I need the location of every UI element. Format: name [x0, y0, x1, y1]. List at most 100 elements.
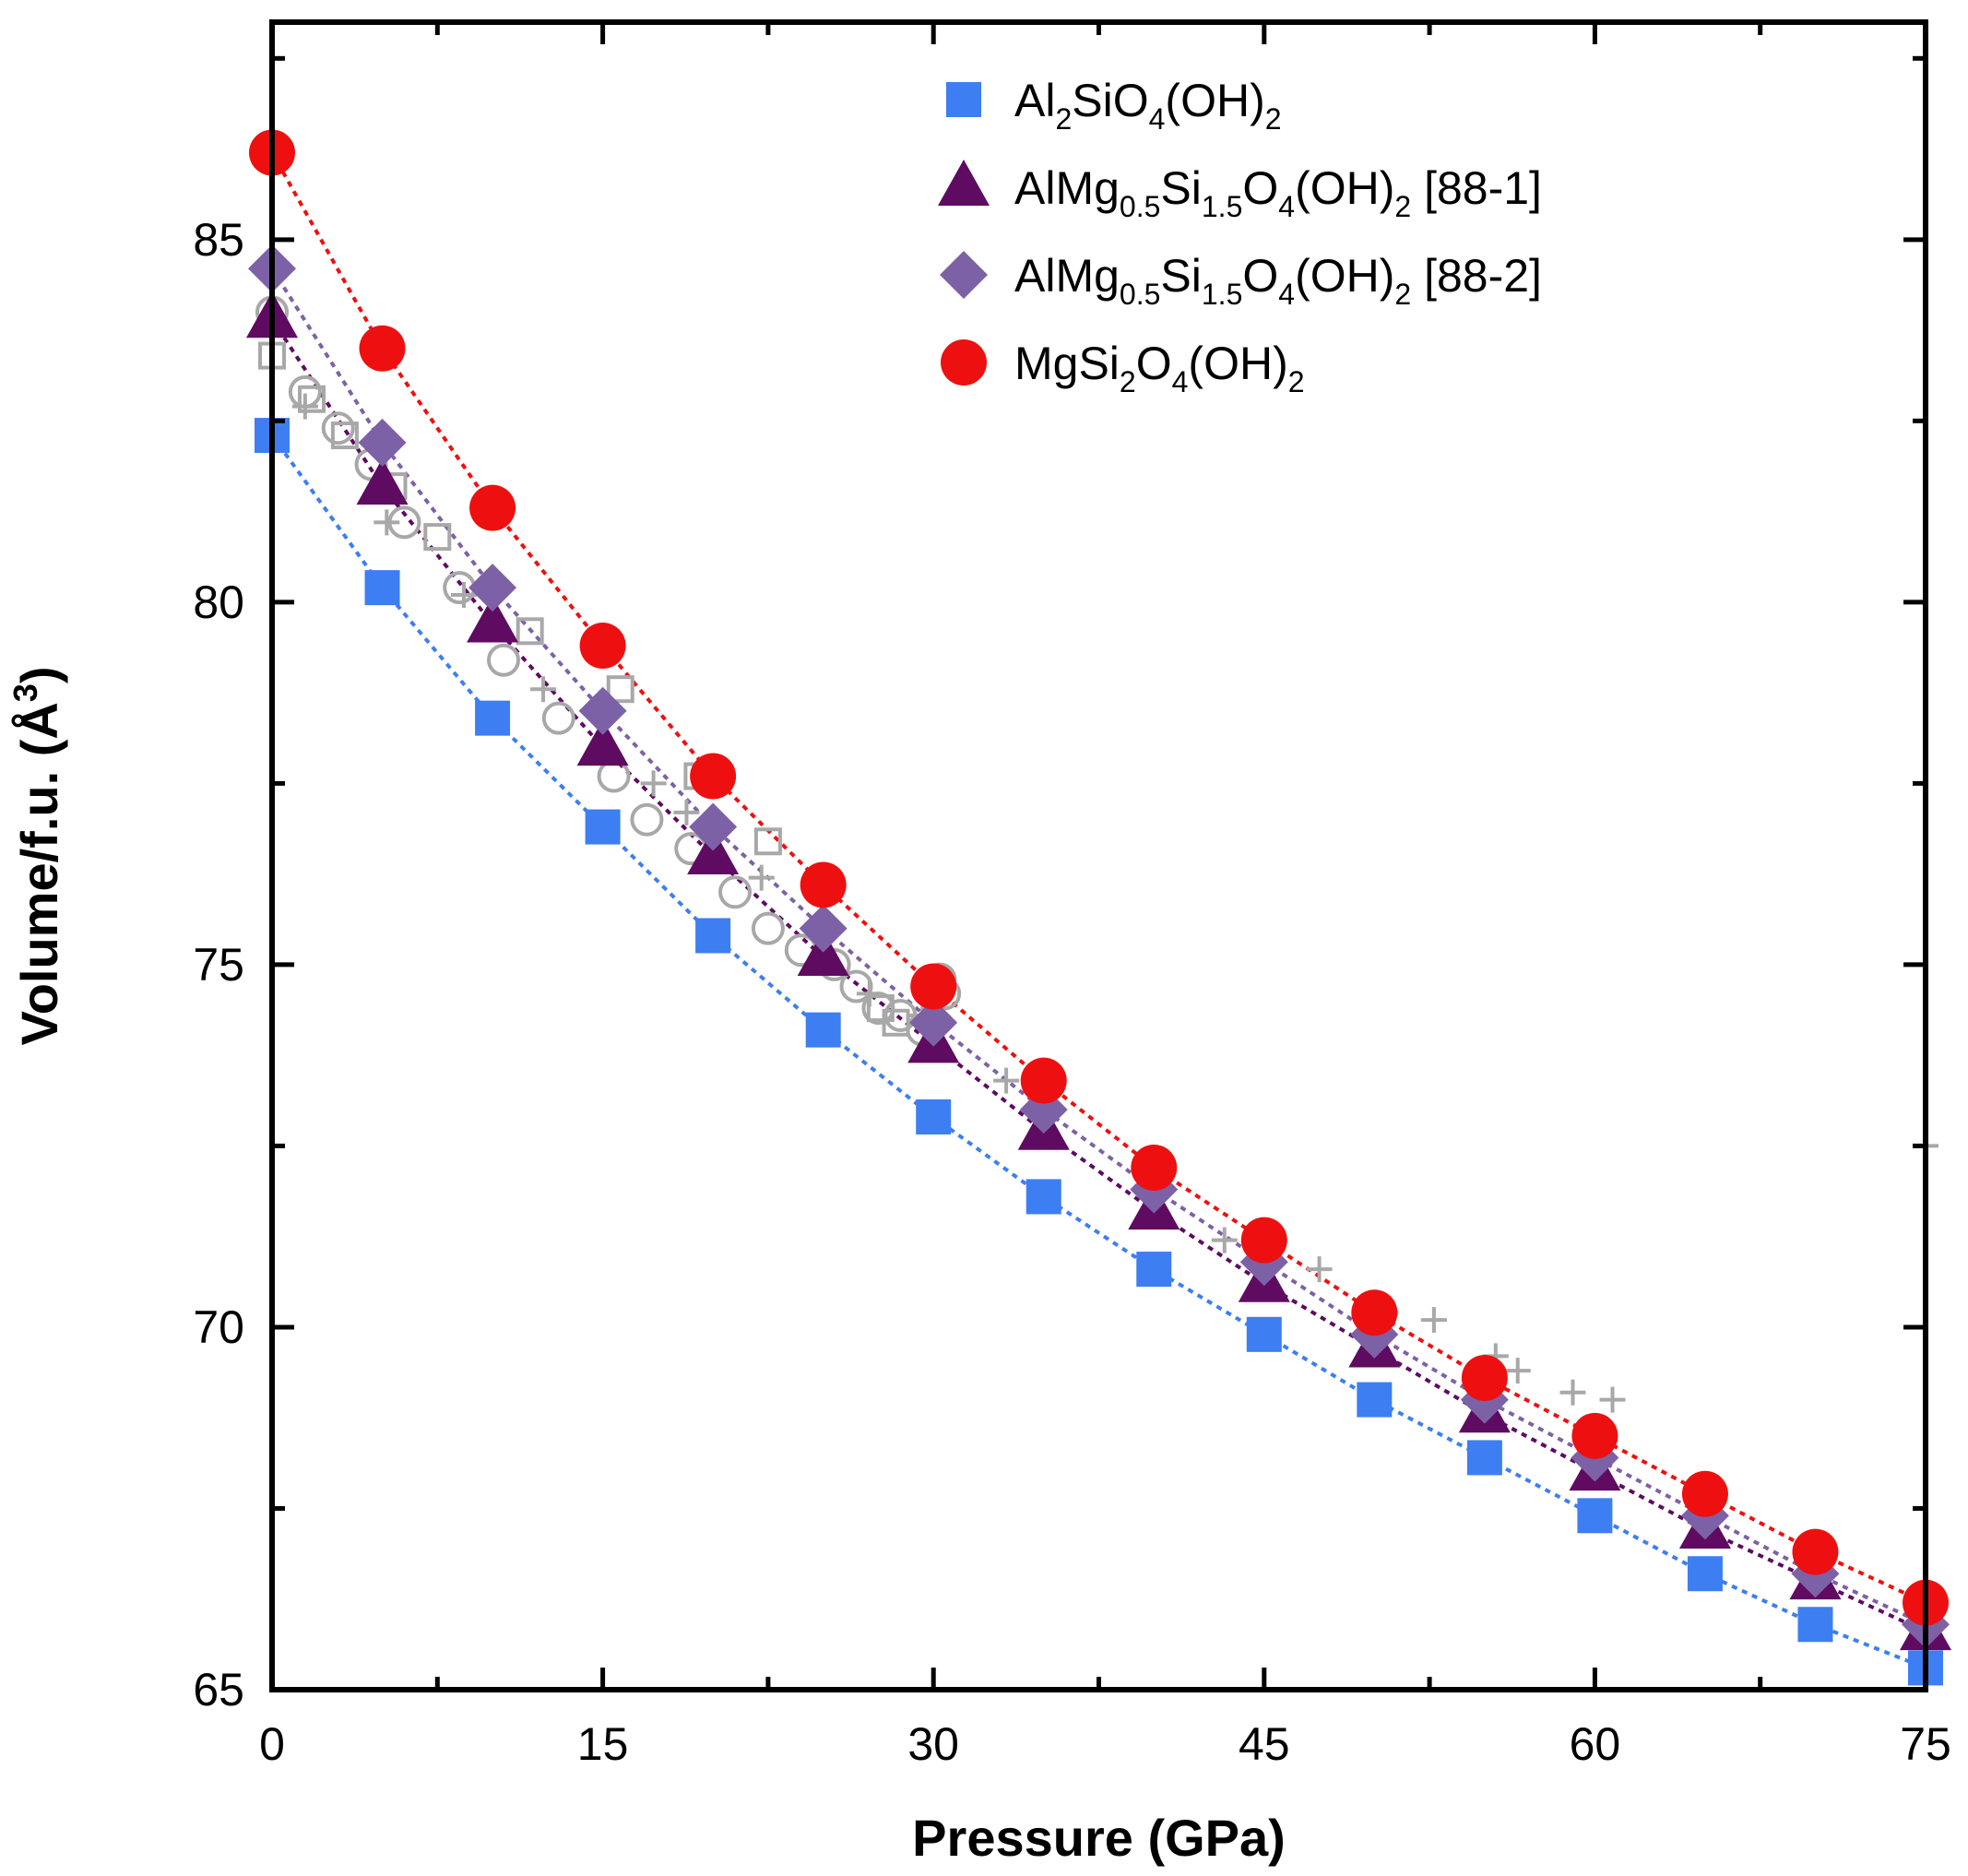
- legend-label-part: (OH): [1188, 338, 1287, 389]
- legend-label-part: 2: [1394, 190, 1411, 223]
- legend-label-part: 4: [1172, 365, 1189, 398]
- fit-curve-almg-88-2: [270, 267, 1927, 1627]
- x-tick-label: 30: [907, 1718, 959, 1770]
- reference-cross: [1504, 1358, 1531, 1384]
- reference-square: [516, 617, 544, 646]
- data-point-almg-88-2: [358, 418, 407, 467]
- data-point-mgsi2o4: [910, 963, 957, 1010]
- legend-label-part: Al: [1014, 75, 1055, 126]
- legend-marker-almg-88-1: [938, 160, 990, 206]
- data-point-almg-88-1: [356, 458, 409, 505]
- data-point-mgsi2o4: [1351, 1289, 1398, 1336]
- data-point-almg-88-2: [578, 686, 627, 735]
- fit-curve-al2sio4: [270, 433, 1927, 1670]
- legend-label-almg-88-2: AlMg0.5Si1.5O4(OH)2 [88-2]: [1014, 250, 1542, 311]
- legend-label-part: SiO: [1072, 75, 1148, 126]
- legend-label-part: MgSi: [1014, 338, 1120, 389]
- data-point-mgsi2o4: [1792, 1528, 1839, 1575]
- x-axis-title: Pressure (GPa): [912, 1809, 1286, 1867]
- legend-label-part: 4: [1278, 190, 1295, 223]
- fit-curve-almg-88-1: [270, 318, 1927, 1633]
- legend-marker-almg-88-2: [940, 251, 988, 299]
- reference-square: [882, 1008, 910, 1037]
- data-point-mgsi2o4: [1240, 1217, 1287, 1264]
- data-point-almg-88-1: [797, 930, 849, 977]
- data-point-al2sio4: [1687, 1556, 1723, 1592]
- legend-label-part: 2: [1120, 365, 1136, 398]
- y-axis-title-sup: 3: [6, 683, 44, 702]
- data-point-al2sio4: [695, 918, 731, 954]
- legend-label-part: 1.5: [1202, 278, 1242, 311]
- legend-label-part: Si: [1160, 250, 1201, 302]
- x-tick-label: 60: [1570, 1718, 1621, 1770]
- data-point-mgsi2o4: [1681, 1470, 1728, 1517]
- reference-cross: [856, 980, 883, 1007]
- legend-label-part: 0.5: [1120, 190, 1160, 223]
- data-point-al2sio4: [1025, 1179, 1061, 1215]
- reference-points: [255, 295, 1938, 1413]
- legend-label-part: 0.5: [1120, 278, 1160, 311]
- legend-label-part: [88-1]: [1411, 162, 1542, 214]
- reference-square: [866, 994, 895, 1023]
- y-tick-label: 70: [193, 1301, 244, 1353]
- data-point-almg-88-1: [576, 719, 629, 766]
- reference-square: [753, 827, 782, 856]
- legend-label-part: 1.5: [1202, 190, 1242, 223]
- y-tick-label: 85: [193, 214, 244, 266]
- legend-label-part: 4: [1278, 278, 1295, 311]
- data-point-almg-88-2: [909, 998, 958, 1047]
- y-axis-title: Volume/f.u. (Å3): [6, 667, 68, 1046]
- data-point-al2sio4: [475, 700, 511, 736]
- y-axis-title-end: ): [10, 667, 68, 684]
- reference-cross: [993, 1067, 1020, 1094]
- data-point-al2sio4: [805, 1012, 841, 1048]
- data-point-mgsi2o4: [1020, 1057, 1067, 1104]
- data-markers: [246, 129, 1951, 1686]
- legend-label-part: 2: [1265, 102, 1282, 136]
- data-point-al2sio4: [585, 809, 621, 845]
- x-tick-label: 75: [1900, 1718, 1951, 1770]
- data-point-al2sio4: [1357, 1382, 1393, 1418]
- legend-label-almg-88-1: AlMg0.5Si1.5O4(OH)2 [88-1]: [1014, 162, 1542, 223]
- data-point-almg-88-2: [689, 802, 738, 851]
- fit-curves: [270, 151, 1927, 1670]
- reference-circle: [630, 802, 664, 837]
- data-point-mgsi2o4: [359, 325, 406, 372]
- reference-cross: [1306, 1256, 1333, 1283]
- reference-cross: [640, 770, 667, 797]
- y-tick-label: 65: [193, 1664, 244, 1716]
- legend-label-part: [88-2]: [1411, 250, 1542, 302]
- x-tick-label: 45: [1239, 1718, 1290, 1770]
- x-tick-labels: 0 15 30 45 60 75: [259, 1718, 1951, 1770]
- data-point-al2sio4: [364, 570, 400, 606]
- reference-circle: [487, 643, 521, 677]
- reference-square: [606, 675, 634, 704]
- x-tick-label: 15: [577, 1718, 629, 1770]
- y-tick-labels: 65 70 75 80 85: [193, 214, 244, 1716]
- data-point-al2sio4: [1577, 1498, 1613, 1534]
- legend-marker-mgsi2o4: [941, 339, 987, 386]
- data-point-mgsi2o4: [800, 861, 847, 908]
- legend-marker-al2sio4: [946, 82, 981, 117]
- data-point-mgsi2o4: [1571, 1412, 1618, 1459]
- legend-label-mgsi2o4: MgSi2O4(OH)2: [1014, 338, 1305, 398]
- data-point-mgsi2o4: [579, 623, 626, 670]
- reference-circle: [321, 411, 355, 445]
- reference-square: [298, 385, 326, 413]
- data-point-mgsi2o4: [469, 484, 516, 531]
- reference-square: [330, 422, 359, 450]
- reference-cross: [450, 582, 477, 609]
- reference-cross: [748, 864, 775, 891]
- reference-cross: [1599, 1386, 1626, 1413]
- legend-label-part: O: [1136, 338, 1172, 389]
- data-point-al2sio4: [1797, 1607, 1833, 1643]
- data-point-mgsi2o4: [1131, 1145, 1178, 1192]
- reference-cross: [373, 509, 400, 536]
- data-point-al2sio4: [1136, 1252, 1172, 1288]
- reference-circle: [541, 701, 575, 735]
- legend-label-part: Si: [1160, 162, 1201, 214]
- data-point-almg-88-2: [799, 904, 848, 953]
- legend-label-part: O: [1242, 250, 1278, 302]
